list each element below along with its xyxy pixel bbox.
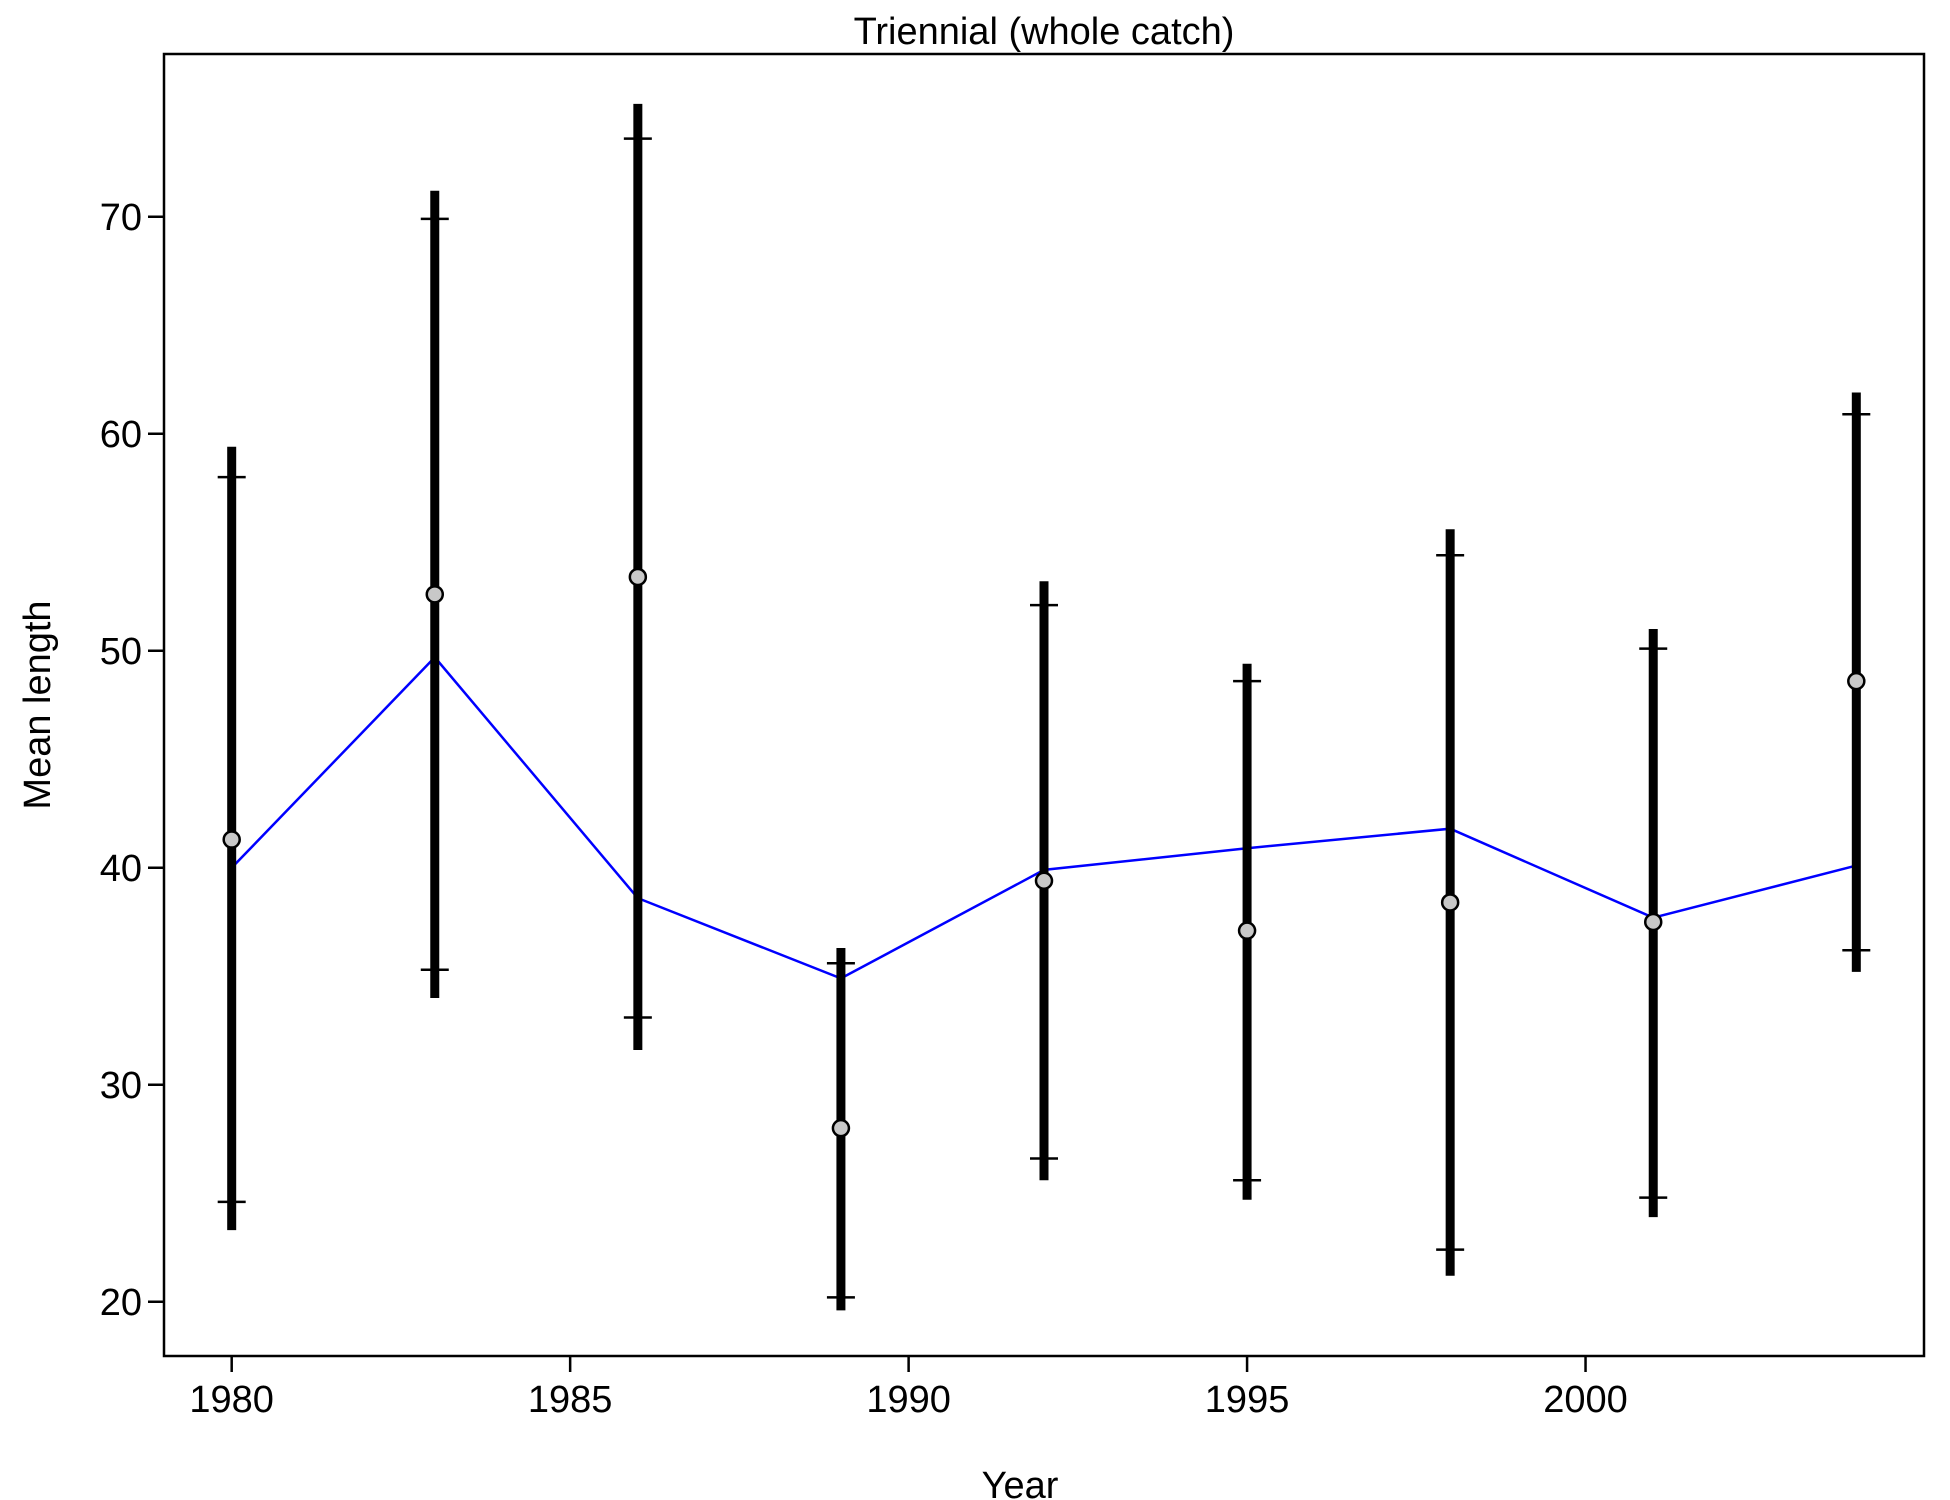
observed-points-layer <box>222 567 1866 1138</box>
x-axis-title: Year <box>982 1465 1059 1500</box>
observed-point <box>1034 871 1054 891</box>
chart-title: Triennial (whole catch) <box>854 11 1235 53</box>
observed-point <box>1643 912 1663 932</box>
observed-point <box>1440 893 1460 912</box>
x-tick-label: 1985 <box>528 1379 613 1421</box>
x-tick-label: 1980 <box>189 1379 274 1421</box>
observed-point <box>1237 921 1257 940</box>
y-tick-label: 50 <box>100 631 142 673</box>
x-tick-label: 2000 <box>1543 1379 1628 1421</box>
plot-frame <box>162 52 1926 1358</box>
y-tick-label: 20 <box>100 1282 142 1324</box>
observed-point <box>1847 671 1866 691</box>
x-tick-label: 1990 <box>866 1379 951 1421</box>
y-tick-label: 40 <box>100 848 142 890</box>
axes: 1980 1985 1990 1995 2000 20 30 40 50 60 70 <box>100 197 1628 1421</box>
y-tick-label: 30 <box>100 1065 142 1107</box>
y-tick-label: 60 <box>100 414 142 456</box>
observed-point <box>831 1118 851 1138</box>
y-axis-title: Mean length <box>17 600 59 809</box>
y-tick-label: 70 <box>100 197 142 239</box>
observed-point <box>222 830 241 849</box>
x-tick-label: 1995 <box>1205 1379 1290 1421</box>
observed-point <box>425 585 445 604</box>
observed-point <box>628 567 648 587</box>
